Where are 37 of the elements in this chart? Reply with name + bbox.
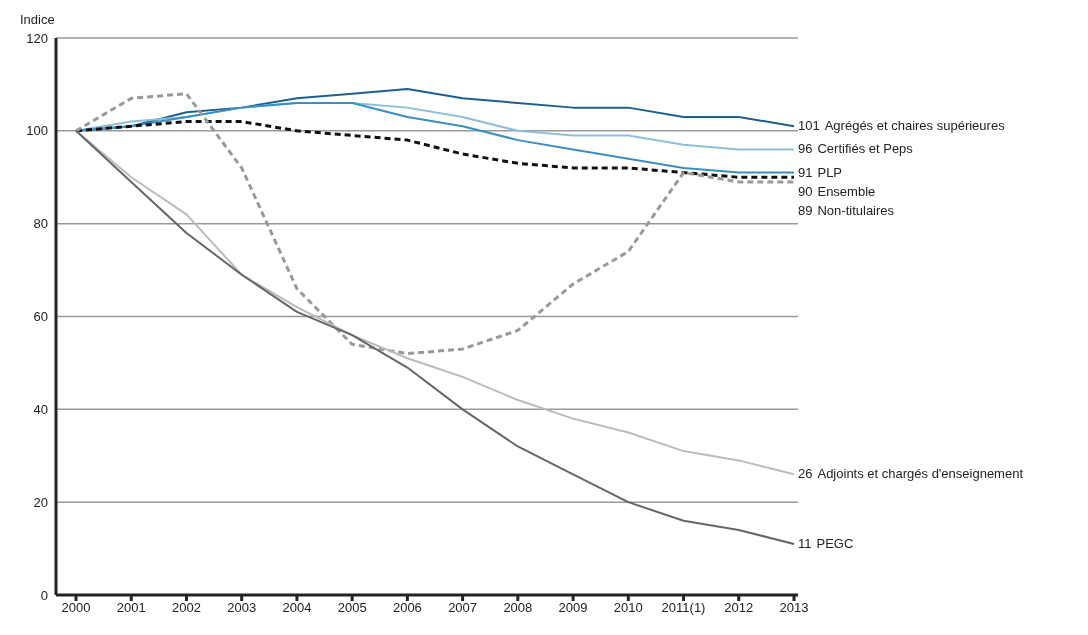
- x-tick-label: 2001: [116, 600, 146, 616]
- data-label: 26: [798, 466, 813, 482]
- x-tick-label: 2009: [558, 600, 588, 616]
- data-label: 90: [798, 183, 813, 199]
- x-tick-label: 2002: [172, 600, 201, 616]
- data-label: 91: [798, 164, 813, 180]
- data-label: 96: [798, 141, 813, 157]
- line-series: [75, 129, 795, 545]
- data-label: 11: [798, 535, 812, 551]
- series-label: PEGC: [816, 535, 854, 551]
- text: Non-titulaires: [817, 202, 895, 218]
- x-tick-label: 2010: [613, 600, 643, 616]
- x-tick-label: 2013: [779, 600, 809, 616]
- y-tick-label: 60: [33, 309, 48, 325]
- x-tick-label: 2005: [337, 600, 367, 616]
- x-tick-label: 2000: [61, 600, 91, 616]
- x-tick-label: 2003: [227, 600, 257, 616]
- x-tick-label: 2011(1): [661, 600, 706, 616]
- x-tick-label: 2004: [282, 600, 312, 616]
- x-tick-label: 2012: [724, 600, 754, 616]
- x-tick-label: 2006: [392, 600, 422, 616]
- y-tick-label: 80: [33, 216, 48, 232]
- x-tick-label: 2008: [503, 600, 533, 616]
- y-tick-label: 40: [33, 401, 48, 417]
- x-tick-label: 2007: [448, 600, 478, 616]
- y-tick-label: 100: [26, 123, 48, 139]
- text: Agrégés et chaires supérieures: [824, 118, 1005, 134]
- y-tick-label: 0: [40, 587, 48, 603]
- y-tick-label: 120: [26, 30, 48, 46]
- y-tick-label: 20: [33, 494, 48, 510]
- series-label: Certifiés et Peps: [817, 141, 913, 157]
- data-label: 101: [798, 118, 820, 134]
- series-label: Adjoints et chargés d'enseignement: [817, 466, 1024, 482]
- data-label: 89: [798, 202, 813, 218]
- series-label: PLP: [817, 164, 843, 180]
- y-axis-title: Indice: [20, 12, 55, 27]
- series-label: Ensemble: [817, 183, 876, 199]
